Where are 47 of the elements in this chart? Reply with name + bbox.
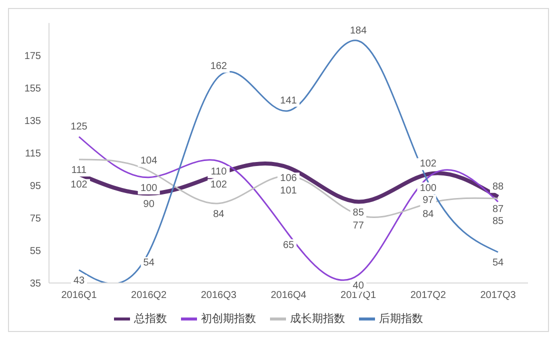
data-label: 54 (143, 258, 155, 269)
data-label: 101 (280, 186, 298, 197)
data-label: 106 (280, 173, 298, 184)
data-label: 104 (140, 155, 158, 166)
x-tick-label: 2017Q1 (340, 290, 377, 302)
data-label: 88 (492, 181, 504, 192)
x-tick-label: 2017Q3 (480, 290, 516, 302)
data-label: 90 (143, 199, 155, 210)
data-label: 85 (352, 207, 364, 218)
y-tick-label: 155 (24, 84, 42, 95)
x-tick-label: 2016Q2 (131, 290, 168, 302)
data-label: 110 (210, 166, 228, 178)
data-label: 65 (282, 240, 294, 251)
y-tick-label: 75 (30, 214, 42, 225)
data-label: 84 (213, 208, 225, 220)
data-label: 40 (352, 280, 364, 292)
data-label: 85 (492, 216, 504, 228)
data-label: 102 (420, 158, 437, 170)
data-label: 43 (73, 276, 85, 286)
legend-label: 初创期指数 (201, 312, 256, 326)
data-label: 100 (420, 182, 437, 194)
x-tick-label: 2016Q4 (270, 290, 307, 302)
data-label: 77 (352, 220, 364, 232)
x-tick-label: 2016Q3 (200, 290, 237, 302)
data-label: 102 (210, 180, 228, 191)
x-tick-label: 2017Q2 (410, 290, 446, 302)
legend-label: 总指数 (134, 312, 167, 326)
y-tick-label: 135 (24, 116, 42, 128)
data-label: 162 (210, 61, 228, 72)
y-tick-label: 175 (24, 51, 42, 62)
data-label: 54 (492, 258, 504, 269)
data-label: 102 (70, 180, 88, 191)
data-label: 97 (422, 195, 434, 206)
data-label: 84 (422, 208, 434, 220)
data-label: 125 (70, 121, 88, 132)
data-label: 184 (350, 25, 368, 36)
legend-label: 后期指数 (379, 312, 423, 326)
y-tick-label: 35 (30, 278, 42, 290)
y-tick-label: 115 (25, 148, 42, 160)
data-label: 141 (280, 95, 298, 106)
data-label: 87 (492, 204, 504, 215)
y-tick-label: 55 (30, 246, 42, 258)
y-tick-label: 95 (30, 181, 42, 192)
data-label: 100 (140, 182, 158, 194)
data-label: 111 (71, 165, 88, 176)
legend-label: 成长期指数 (290, 312, 345, 326)
x-tick-label: 2016Q1 (61, 290, 98, 302)
